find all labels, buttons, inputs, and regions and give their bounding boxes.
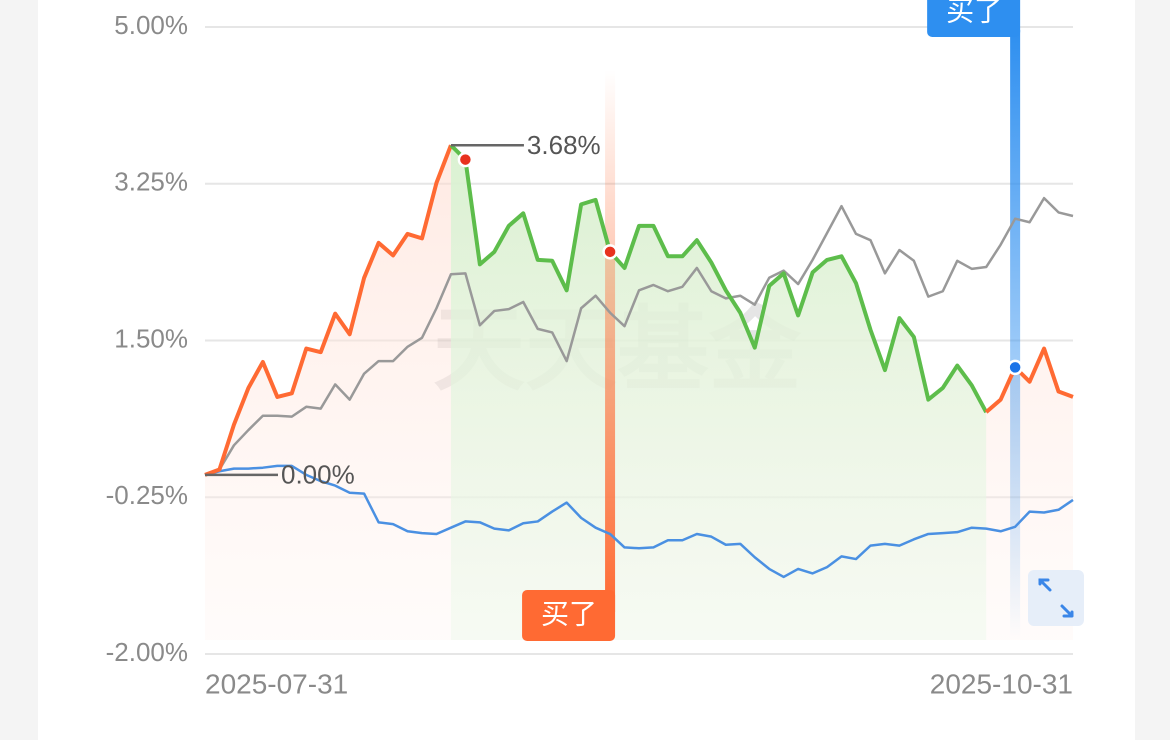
point-dot xyxy=(602,244,618,260)
y-tick-label: 3.25% xyxy=(114,167,188,197)
point-dot xyxy=(1007,359,1023,376)
expand-button[interactable] xyxy=(1028,570,1084,626)
buy-bar xyxy=(1010,30,1021,640)
layer: 天天基金 xyxy=(205,26,1073,655)
line-index xyxy=(204,464,1074,579)
buy-label: 买了 xyxy=(946,0,1002,26)
y-tick-label: 5.00% xyxy=(114,10,188,40)
line-fund xyxy=(204,144,453,477)
x-tick-label: 2025-07-31 xyxy=(205,668,348,699)
x-tick-label: 2025-10-31 xyxy=(930,668,1073,699)
point-dot xyxy=(457,151,474,168)
layer xyxy=(204,143,1074,579)
y-tick-label: -0.25% xyxy=(106,480,188,510)
line-benchmark xyxy=(204,196,1074,477)
buy-badge xyxy=(927,0,1021,37)
buy-bar xyxy=(605,70,616,612)
drawdown-fill xyxy=(450,145,987,640)
layer: -2.00% -0.25% 1.50% 3.25% 5.00% 2025-07-31 202… xyxy=(106,0,1073,699)
value-label: 0.00% xyxy=(281,460,355,490)
buy-label: 买了 xyxy=(541,598,597,629)
y-tick-label: -2.00% xyxy=(106,637,188,667)
line-fund-drawdown xyxy=(449,143,988,414)
line-fund xyxy=(984,346,1074,414)
buy-badge xyxy=(522,590,616,641)
value-label: 3.68% xyxy=(527,130,601,160)
y-tick-label: 1.50% xyxy=(114,323,188,353)
